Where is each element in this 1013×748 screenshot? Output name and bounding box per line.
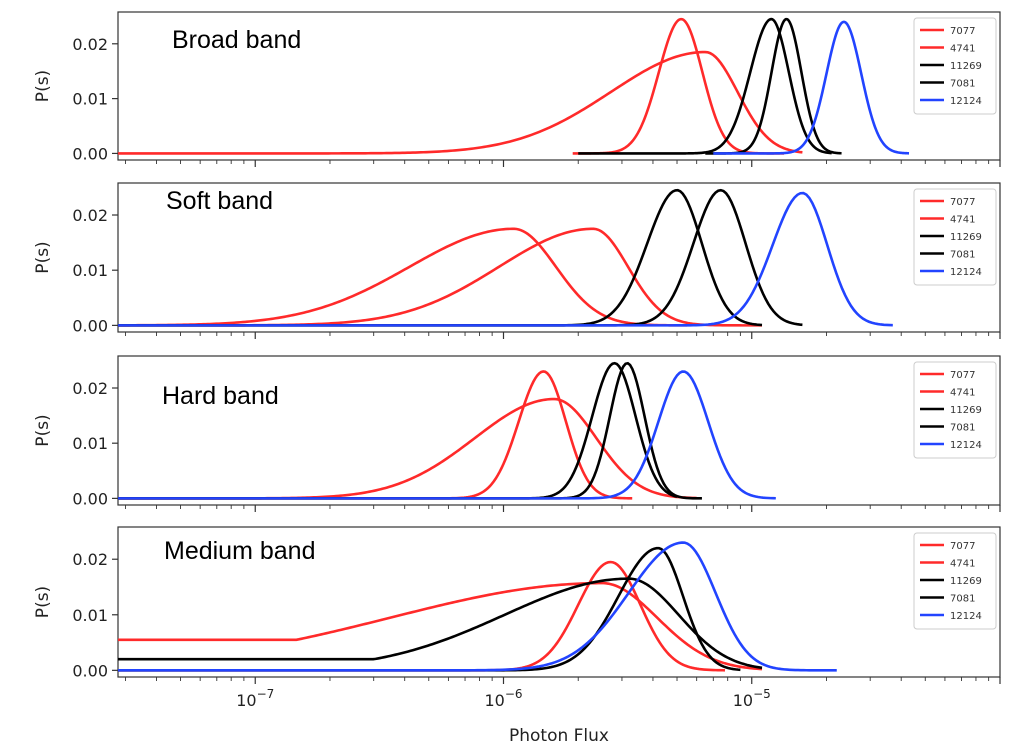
panel-4: 0.00 0.01 0.02 P(s) 7077 4741 11269 7081 12124 Me…	[33, 526, 1001, 746]
series-line-4741	[118, 581, 763, 671]
legend-label-4741: 4741	[950, 44, 975, 55]
legend-label-7077: 7077	[950, 26, 975, 37]
legend-label-11269: 11269	[950, 576, 982, 587]
series-line-12124	[118, 370, 776, 500]
legend: 7077 4741 11269 7081 12124	[913, 188, 997, 286]
legend-label-7081: 7081	[950, 423, 975, 434]
y-axis-label: P(s)	[33, 241, 53, 273]
legend-label-7081: 7081	[950, 79, 975, 90]
legend-label-4741: 4741	[950, 388, 975, 399]
y-tick-label: 0.00	[72, 316, 108, 335]
band-title: Soft band	[166, 187, 273, 215]
band-title: Broad band	[172, 26, 301, 54]
legend-box	[913, 532, 997, 630]
series-line-12124	[118, 541, 837, 672]
series-group	[118, 17, 910, 155]
panel-3: 0.00 0.01 0.02 P(s) 7077 4741 11269 7081 12124 Ha…	[33, 355, 1001, 512]
y-axis-label: P(s)	[33, 414, 53, 446]
legend-box	[913, 188, 997, 286]
y-tick-label: 0.02	[72, 35, 108, 54]
y-axis-label: P(s)	[33, 586, 53, 618]
x-axis-label: Photon Flux	[509, 726, 609, 746]
series-group	[117, 188, 893, 327]
y-tick-label: 0.01	[72, 261, 108, 280]
legend-label-7081: 7081	[950, 594, 975, 605]
series-group	[118, 541, 837, 672]
legend: 7077 4741 11269 7081 12124	[913, 361, 997, 459]
x-tick-label: 10−5	[733, 687, 771, 710]
band-title: Hard band	[162, 382, 279, 410]
legend-label-7081: 7081	[950, 250, 975, 261]
series-line-7077	[117, 227, 688, 327]
band-title: Medium band	[164, 537, 315, 565]
legend-label-4741: 4741	[950, 559, 975, 570]
series-line-4741	[118, 50, 803, 155]
y-tick-label: 0.01	[72, 434, 108, 453]
y-tick-label: 0.01	[72, 90, 108, 109]
legend-label-12124: 12124	[950, 96, 982, 107]
legend-box	[913, 17, 997, 115]
legend-label-7077: 7077	[950, 541, 975, 552]
y-tick-label: 0.02	[72, 379, 108, 398]
y-tick-label: 0.00	[72, 144, 108, 163]
legend-label-4741: 4741	[950, 215, 975, 226]
legend-label-12124: 12124	[950, 267, 982, 278]
plot-frame	[117, 526, 1001, 678]
x-tick-label: 10−7	[236, 687, 274, 710]
legend-label-12124: 12124	[950, 611, 982, 622]
legend: 7077 4741 11269 7081 12124	[913, 532, 997, 630]
panel-2: 0.00 0.01 0.02 P(s) 7077 4741 11269 7081 12124 So…	[33, 182, 1001, 339]
series-line-11269	[578, 17, 832, 155]
y-tick-label: 0.00	[72, 489, 108, 508]
series-line-12124	[713, 20, 910, 155]
series-line-11269	[118, 577, 763, 670]
series-group	[118, 361, 776, 500]
legend-label-11269: 11269	[950, 232, 982, 243]
y-tick-label: 0.01	[72, 606, 108, 625]
legend-label-11269: 11269	[950, 405, 982, 416]
y-tick-label: 0.02	[72, 206, 108, 225]
legend-label-11269: 11269	[950, 61, 982, 72]
plot-frame	[117, 355, 1001, 506]
legend-label-7077: 7077	[950, 197, 975, 208]
legend-box	[913, 361, 997, 459]
x-tick-label: 10−6	[484, 687, 522, 710]
y-tick-label: 0.00	[72, 661, 108, 680]
legend-label-12124: 12124	[950, 440, 982, 451]
y-tick-label: 0.02	[72, 550, 108, 569]
y-axis-label: P(s)	[33, 70, 53, 102]
series-line-12124	[118, 191, 893, 327]
legend-label-7077: 7077	[950, 370, 975, 381]
legend: 7077 4741 11269 7081 12124	[913, 17, 997, 115]
panel-1: 0.00 0.01 0.02 P(s) 7077 4741 11269 7081 12124 Br…	[33, 11, 1001, 167]
